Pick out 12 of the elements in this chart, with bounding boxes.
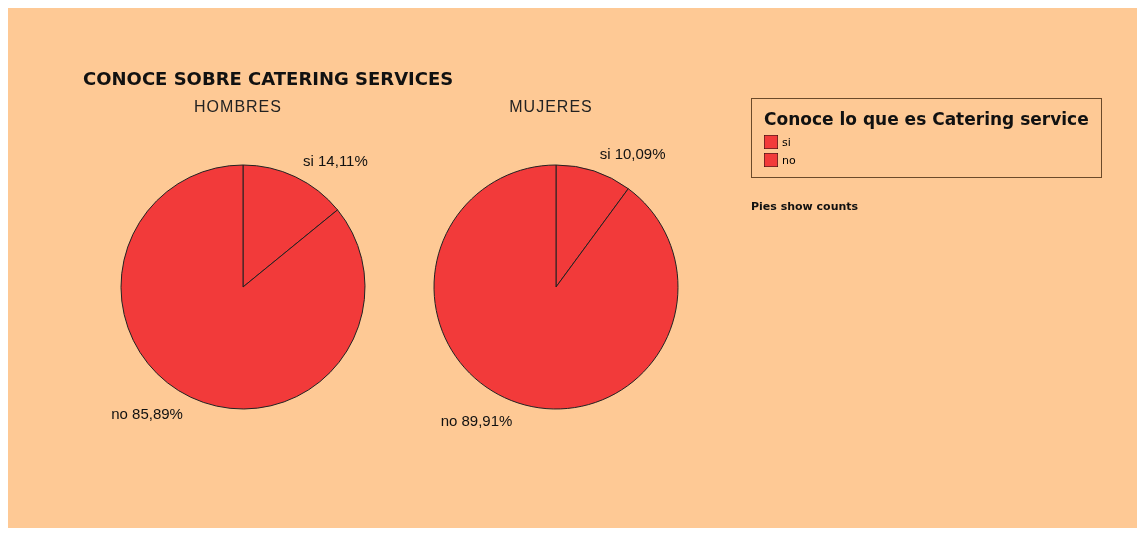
pie-slice (433, 164, 679, 410)
chart-subtitle: HOMBRES (193, 98, 283, 117)
legend-label: si (782, 135, 791, 149)
slice-label: si 14,11% (303, 152, 368, 170)
category-label: si 10,09% (599, 145, 666, 163)
chart-subtitle: MUJERES (508, 98, 594, 117)
slice-label: no 85,89% (111, 404, 183, 422)
chart-title: CONOCE SOBRE CATERING SERVICES (83, 68, 454, 91)
text: Pies show counts (751, 200, 860, 213)
category-label: no 89,91% (440, 411, 513, 429)
legend-label: no (782, 153, 796, 167)
legend-title: Conoce lo que es Catering service (764, 109, 1089, 129)
